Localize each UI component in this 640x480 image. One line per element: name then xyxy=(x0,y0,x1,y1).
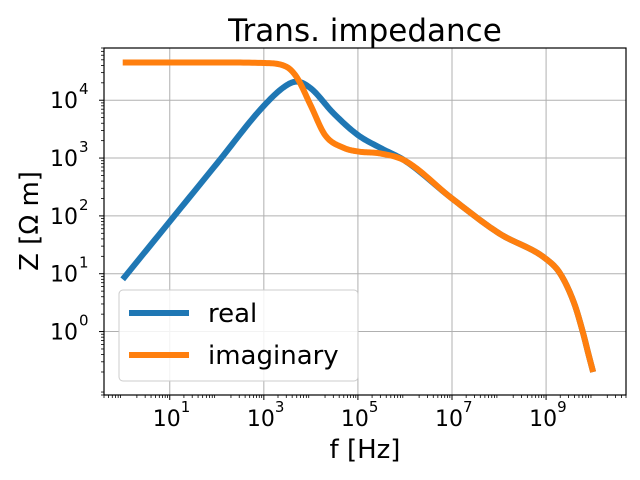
y-tick-exponent: 0 xyxy=(79,312,89,330)
x-tick-exponent: 9 xyxy=(557,398,567,416)
y-tick-label: 10 xyxy=(50,147,78,172)
y-tick-exponent: 2 xyxy=(79,196,89,214)
y-tick-label: 10 xyxy=(50,321,78,346)
chart-title: Trans. impedance xyxy=(227,13,502,49)
legend-label: imaginary xyxy=(208,341,339,371)
legend: real imaginary xyxy=(118,289,359,382)
x-tick-exponent: 3 xyxy=(275,398,285,416)
series-line-imaginary xyxy=(122,59,597,374)
x-tick-exponent: 7 xyxy=(463,398,473,416)
x-tick-label: 10 xyxy=(529,407,557,432)
y-axis-label: Z [Ω m] xyxy=(15,171,45,271)
series-lines xyxy=(120,59,597,374)
x-tick-exponent: 5 xyxy=(369,398,379,416)
x-tick-exponent: 1 xyxy=(181,398,191,416)
axis-ticks: 10 1 10 3 10 5 10 7 10 910 010 110 210 310 4 xyxy=(50,47,627,432)
y-tick-exponent: 1 xyxy=(79,254,89,272)
x-tick-label: 10 xyxy=(247,407,275,432)
x-axis-label: f [Hz] xyxy=(330,435,401,465)
y-tick-label: 10 xyxy=(50,89,78,114)
y-tick-label: 10 xyxy=(50,263,78,288)
x-tick-label: 10 xyxy=(435,407,463,432)
legend-label: real xyxy=(208,299,257,329)
y-tick-exponent: 4 xyxy=(79,80,89,98)
y-tick-exponent: 3 xyxy=(79,138,89,156)
grid xyxy=(104,48,626,395)
x-tick-label: 10 xyxy=(153,407,181,432)
y-tick-label: 10 xyxy=(50,205,78,230)
x-tick-label: 10 xyxy=(341,407,369,432)
